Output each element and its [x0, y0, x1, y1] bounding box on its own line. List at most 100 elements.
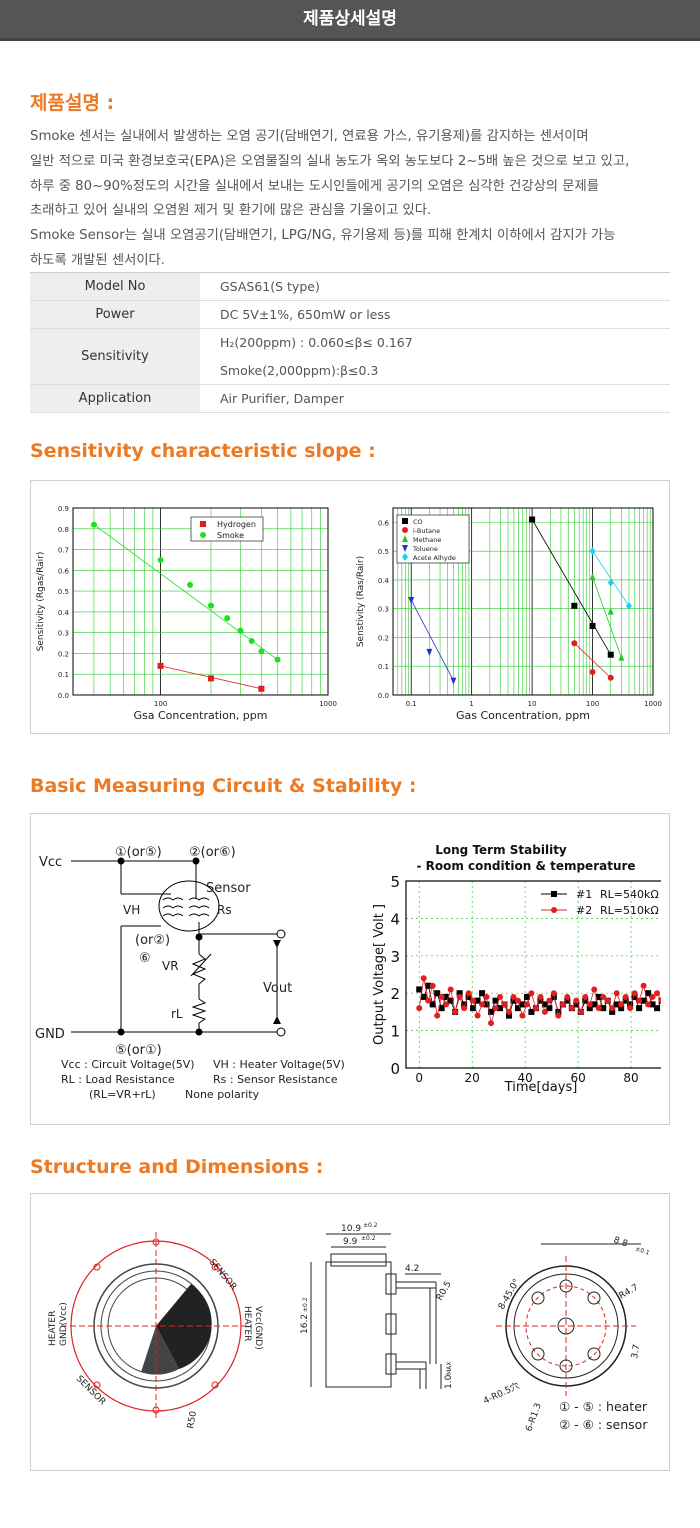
data-point: [589, 573, 596, 581]
spec-label: Sensitivity: [30, 328, 200, 385]
spec-value: DC 5V±1%, 650mW or less: [200, 300, 670, 329]
hydrogen-smoke-chart: 0.0 0.1 0.2 0.3 0.4 0.5 0.6 0.7 0.8 0.9 100 1000 Gsa…: [36, 505, 337, 722]
data-point: [408, 597, 415, 605]
gnd-label: GND: [35, 1027, 65, 1042]
data-point: [461, 1005, 468, 1012]
data-point: [425, 982, 432, 989]
pin2-label: ②(or⑥): [189, 845, 236, 860]
dim-width-inner-tol: ±0.2: [361, 1235, 376, 1242]
sensor-pin-note: ② - ⑥ : sensor: [559, 1417, 648, 1432]
y-axis-label: Senstivity (Ras/Rair): [356, 556, 366, 647]
data-point: [532, 1005, 539, 1012]
data-point: [438, 993, 445, 1000]
data-point: [429, 1001, 436, 1008]
y-tick-label: 0.5: [378, 548, 389, 556]
table-row: Model No GSAS61(S type): [30, 272, 670, 301]
data-point: [618, 1001, 625, 1008]
legend-box: [396, 514, 470, 564]
dim-diameter-tol: ±0.1: [634, 1245, 650, 1257]
data-point: [622, 993, 629, 1000]
spec-value: GSAS61(S type): [200, 272, 670, 301]
data-point: [519, 1001, 526, 1008]
data-point: [187, 581, 194, 588]
x-tick-label: 60: [570, 1071, 585, 1085]
data-point: [613, 1001, 620, 1008]
data-point: [600, 1005, 607, 1012]
data-point: [505, 1012, 512, 1019]
data-point: [582, 997, 589, 1004]
data-point: [609, 1005, 616, 1012]
data-point: [465, 990, 472, 997]
heater-left-label-2: GND(Vcc): [59, 1302, 69, 1346]
data-point: [658, 997, 661, 1004]
x-tick-label: 0.1: [406, 700, 417, 708]
legend-label: #2: [576, 904, 592, 917]
description-line: Smoke 센서는 실내에서 발생하는 오염 공기(담배연기, 연료용 가스, …: [30, 129, 589, 144]
circuit-stability-box: Vcc GND ①(or⑤) ②(or⑥) Sensor Rs VH (or②)…: [30, 813, 670, 1125]
product-description: Smoke 센서는 실내에서 발생하는 오염 공기(담배연기, 연료용 가스, …: [30, 125, 675, 274]
legend-label: i-Butane: [413, 527, 440, 535]
data-point: [497, 993, 504, 1000]
series-line: [531, 519, 612, 655]
data-point: [589, 622, 596, 629]
sensor-label: Sensor: [206, 881, 251, 896]
legend-marker: [551, 891, 557, 897]
legend-label: Methane: [413, 536, 441, 544]
top-view: SENSOR SENSOR HEATER GND(Vcc) HEATER Vcc…: [48, 1232, 263, 1430]
legend-marker: [200, 521, 206, 527]
y-tick-label: 0.1: [378, 663, 389, 671]
description-line: 초래하고 있어 실내의 오염원 제거 및 환기에 많은 관심을 기울이고 있다.: [30, 203, 432, 219]
data-point: [555, 1008, 562, 1015]
data-point: [519, 1012, 526, 1019]
description-line: 일반 적으로 미국 환경보호국(EPA)은 오염물질의 실내 농도가 옥외 농도…: [30, 153, 630, 169]
data-point: [568, 1005, 575, 1012]
data-point: [483, 993, 490, 1000]
data-point: [541, 1008, 548, 1015]
data-point: [564, 993, 571, 1000]
data-point: [501, 1001, 508, 1008]
long-term-stability-chart: Long Term Stability - Room condition & te…: [372, 843, 661, 1095]
data-point: [416, 1005, 423, 1012]
x-tick-label: 80: [623, 1071, 638, 1085]
x-axis-label: Gsa Concentration, ppm: [134, 709, 268, 722]
dim-pin-radius: R0.5: [435, 1280, 454, 1303]
y-tick-label: 3: [390, 948, 400, 966]
data-point: [523, 1001, 530, 1008]
data-point: [555, 1012, 562, 1019]
data-point: [505, 1008, 512, 1015]
dim-pin-len-tol: MAX: [446, 1362, 453, 1375]
data-point: [479, 1001, 486, 1008]
legend-vh: VH : Heater Voltage(5V): [213, 1058, 345, 1071]
chart-title: Long Term Stability: [435, 843, 567, 857]
legend-label: Toluene: [412, 545, 438, 553]
legend-rs: Rs : Sensor Resistance: [213, 1073, 338, 1086]
data-point: [550, 993, 557, 1000]
dim-pin-circle: R4.7: [618, 1283, 641, 1302]
data-point: [514, 997, 521, 1004]
pin3-label: (or②): [135, 933, 170, 948]
product-description-title: 제품설명 :: [30, 92, 115, 114]
y-axis-label: Sensitivity (Rgas/Rair): [36, 552, 46, 652]
y-tick-label: 0.5: [58, 588, 69, 596]
data-point: [541, 1001, 548, 1008]
data-point: [157, 662, 164, 669]
legend-rl: RL : Load Resistance: [61, 1073, 175, 1086]
data-point: [492, 1005, 499, 1012]
legend-label: RL=540kΩ: [600, 888, 659, 901]
data-point: [595, 993, 602, 1000]
spec-label: Power: [30, 300, 200, 329]
vout-label: Vout: [263, 981, 292, 996]
data-point: [625, 601, 632, 610]
data-point: [636, 1005, 643, 1012]
data-point: [573, 1001, 580, 1008]
y-tick-label: 0: [390, 1060, 400, 1078]
sensor-top-label: SENSOR: [207, 1258, 239, 1293]
data-point: [595, 1005, 602, 1012]
y-tick-label: 0.2: [58, 650, 69, 658]
data-point: [582, 993, 589, 1000]
data-point: [416, 986, 423, 993]
data-point: [573, 997, 580, 1004]
dim-width-inner: 9.9: [343, 1237, 358, 1247]
data-point: [470, 997, 477, 1004]
data-point: [497, 1005, 504, 1012]
